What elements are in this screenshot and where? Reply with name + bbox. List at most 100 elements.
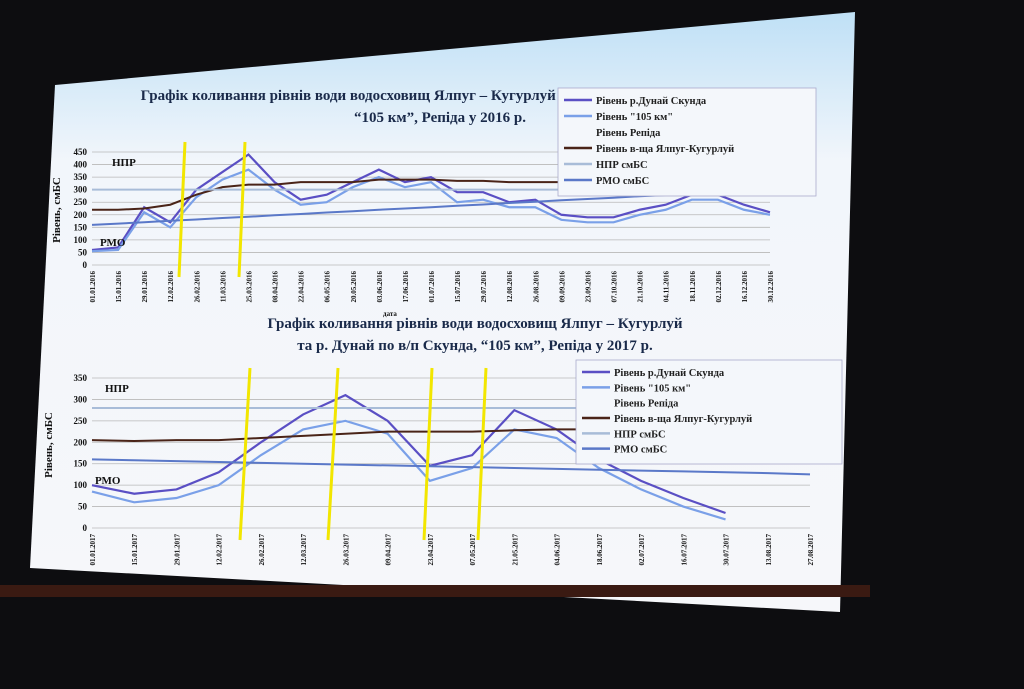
x-tick-label: 29.01.2016 — [141, 271, 149, 303]
y-tick-label: 350 — [74, 172, 88, 182]
y-tick-label: 400 — [74, 160, 88, 170]
y-axis-label: Рівень, смБС — [43, 412, 55, 478]
screen-bar — [0, 585, 870, 597]
x-tick-label: 27.08.2017 — [807, 534, 815, 566]
y-tick-label: 150 — [74, 459, 88, 469]
annotation: РМО — [95, 475, 121, 487]
x-tick-label: 06.05.2016 — [324, 271, 332, 303]
x-tick-label: 02.12.2016 — [715, 271, 723, 303]
y-tick-label: 250 — [74, 416, 88, 426]
marker-line — [237, 141, 247, 278]
x-tick-label: 18.11.2016 — [689, 271, 697, 303]
legend-label: Рівень Репіда — [596, 128, 661, 139]
x-tick-label: 21.05.2017 — [511, 534, 519, 566]
x-tick-label: 08.04.2016 — [272, 271, 280, 303]
chart-title: Графік коливання рівнів води водосховищ … — [267, 316, 682, 332]
x-tick-label: 02.07.2017 — [638, 534, 646, 566]
x-tick-label: 26.02.2017 — [258, 534, 266, 566]
x-tick-label: 04.11.2016 — [663, 271, 671, 303]
series-line — [91, 458, 811, 476]
x-tick-label: 12.08.2016 — [506, 271, 514, 303]
x-tick-label: 09.04.2017 — [385, 534, 393, 566]
x-tick-label: 30.07.2017 — [723, 534, 731, 566]
y-tick-label: 350 — [74, 373, 88, 383]
x-tick-label: 20.05.2016 — [350, 271, 358, 303]
x-tick-label: 15.01.2016 — [115, 271, 123, 303]
y-tick-label: 300 — [74, 394, 88, 404]
legend-label: РМО смБС — [614, 445, 667, 456]
x-tick-label: 07.10.2016 — [611, 271, 619, 303]
y-tick-label: 100 — [74, 235, 88, 245]
marker-line — [422, 367, 434, 541]
x-tick-label: 09.09.2016 — [558, 271, 566, 303]
y-tick-label: 200 — [74, 437, 88, 447]
legend-label: Рівень в-ща Ялпуг-Кугурлуй — [614, 414, 752, 425]
legend-label: Рівень "105 км" — [614, 383, 691, 394]
y-tick-label: 0 — [83, 523, 88, 533]
y-axis-label: Рівень, смБС — [51, 177, 63, 243]
x-tick-label: 01.07.2016 — [428, 271, 436, 303]
x-tick-label: 04.06.2017 — [554, 534, 562, 566]
x-tick-label: 01.01.2016 — [89, 271, 97, 303]
marker-line — [177, 141, 187, 278]
x-tick-label: 15.07.2016 — [454, 271, 462, 303]
x-tick-label: 11.03.2016 — [219, 271, 227, 303]
legend-label: Рівень "105 км" — [596, 112, 673, 123]
annotation: НПР — [112, 157, 136, 169]
marker-line — [326, 367, 340, 541]
x-tick-label: 15.01.2017 — [131, 534, 139, 566]
x-tick-label: 23.09.2016 — [584, 271, 592, 303]
legend-label: РМО смБС — [596, 176, 649, 187]
x-tick-label: 01.01.2017 — [89, 534, 97, 566]
marker-line — [238, 367, 252, 541]
x-tick-label: 18.06.2017 — [596, 534, 604, 566]
x-tick-label: 25.03.2016 — [245, 271, 253, 303]
x-tick-label: 17.06.2016 — [402, 271, 410, 303]
y-tick-label: 50 — [78, 247, 88, 257]
y-tick-label: 450 — [74, 147, 88, 157]
annotation: НПР — [105, 383, 129, 395]
y-tick-label: 300 — [74, 185, 88, 195]
marker-line — [476, 367, 488, 541]
y-tick-label: 100 — [74, 480, 88, 490]
legend-label: НПР смБС — [614, 429, 666, 440]
x-tick-label: 16.07.2017 — [680, 534, 688, 566]
legend-label: Рівень в-ща Ялпуг-Кугурлуй — [596, 144, 734, 155]
y-tick-label: 0 — [83, 260, 88, 270]
x-tick-label: 23.04.2017 — [427, 534, 435, 566]
legend-label: Рівень р.Дунай Скунда — [596, 96, 707, 107]
x-tick-label: 29.01.2017 — [173, 534, 181, 566]
x-tick-label: 12.02.2017 — [216, 534, 224, 566]
chart-2016: Графік коливання рівнів води водосховищ … — [51, 87, 817, 318]
legend — [575, 359, 843, 465]
x-tick-label: 21.10.2016 — [637, 271, 645, 303]
annotation: РМО — [100, 237, 126, 249]
series-line — [91, 153, 771, 252]
y-tick-label: 250 — [74, 197, 88, 207]
x-tick-label: 22.04.2016 — [298, 271, 306, 303]
legend — [557, 87, 817, 197]
y-tick-label: 150 — [74, 222, 88, 232]
x-tick-label: 29.07.2016 — [480, 271, 488, 303]
chart-title: “105 км”, Репіда у 2016 р. — [354, 110, 526, 126]
series-line — [91, 419, 726, 521]
x-tick-label: 26.08.2016 — [532, 271, 540, 303]
legend-label: Рівень Репіда — [614, 399, 679, 410]
x-tick-label: 12.03.2017 — [300, 534, 308, 566]
x-tick-label: 03.06.2016 — [376, 271, 384, 303]
x-tick-label: 13.08.2017 — [765, 534, 773, 566]
chart-2017: Графік коливання рівнів води водосховищ … — [43, 316, 843, 566]
x-tick-label: 30.12.2016 — [767, 271, 775, 303]
x-tick-label: 26.03.2017 — [342, 534, 350, 566]
x-tick-label: 12.02.2016 — [167, 271, 175, 303]
legend-label: Рівень р.Дунай Скунда — [614, 368, 725, 379]
x-tick-label: 16.12.2016 — [741, 271, 749, 303]
x-axis-label: дата — [383, 310, 397, 318]
legend-label: НПР смБС — [596, 160, 648, 171]
y-tick-label: 50 — [78, 502, 88, 512]
x-tick-label: 07.05.2017 — [469, 534, 477, 566]
x-tick-label: 26.02.2016 — [193, 271, 201, 303]
y-tick-label: 200 — [74, 210, 88, 220]
chart-title: та р. Дунай по в/п Скунда, “105 км”, Реп… — [297, 338, 653, 354]
